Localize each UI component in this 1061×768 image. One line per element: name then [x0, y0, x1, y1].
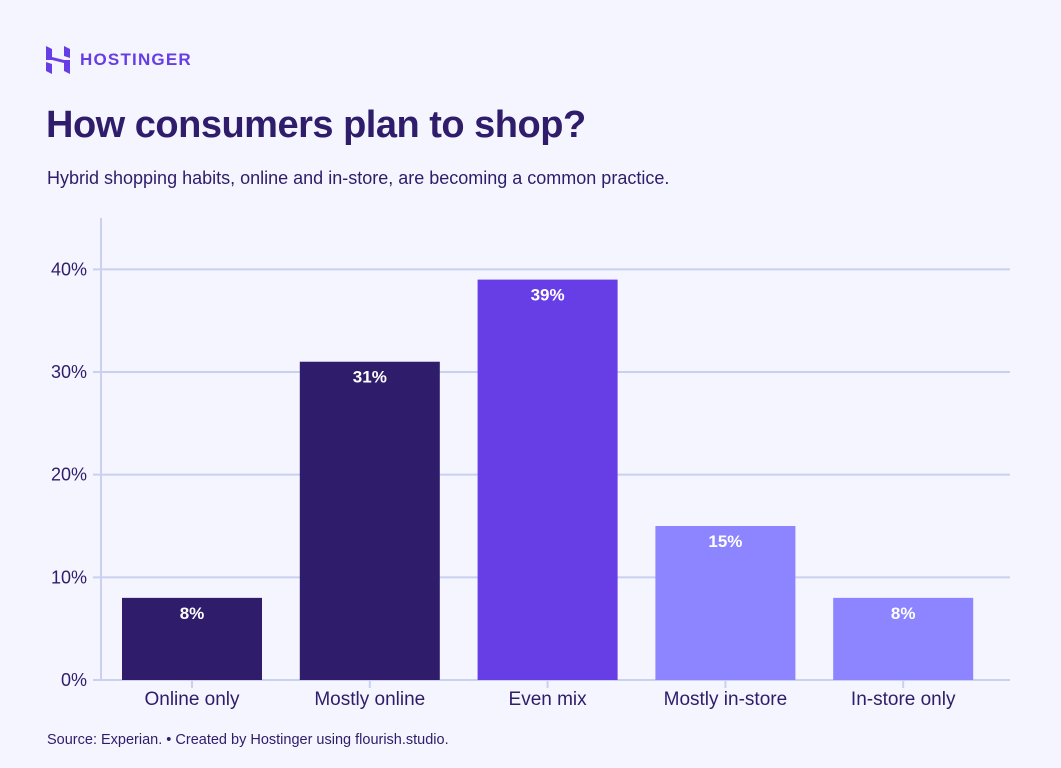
data-label: 31%: [353, 368, 387, 387]
x-tick-label: Online only: [144, 689, 240, 710]
y-tick-label: 30%: [51, 362, 87, 382]
data-label: 39%: [531, 286, 565, 305]
brand-name: HOSTINGER: [80, 50, 192, 69]
hostinger-logo: HOSTINGER: [46, 46, 192, 74]
data-label: 8%: [180, 604, 205, 623]
hostinger-h-logo-icon: [46, 46, 70, 74]
x-tick-label: In-store only: [851, 689, 956, 710]
bar: [655, 526, 796, 680]
y-tick-label: 20%: [51, 465, 87, 485]
bar: [122, 597, 262, 680]
chart-title: How consumers plan to shop?: [46, 104, 586, 146]
bar: [299, 361, 440, 680]
x-tick-label: Even mix: [509, 689, 588, 710]
chart-subtitle: Hybrid shopping habits, online and in-st…: [47, 168, 670, 188]
data-label: 15%: [708, 532, 742, 551]
x-tick-label: Mostly online: [314, 689, 425, 710]
y-tick-label: 10%: [51, 567, 87, 587]
bar: [833, 597, 974, 680]
y-tick-label: 0%: [61, 670, 87, 690]
bar: [477, 279, 618, 680]
source-note: Source: Experian. • Created by Hostinger…: [47, 732, 449, 748]
x-tick-label: Mostly in-store: [664, 689, 788, 710]
data-label: 8%: [891, 604, 916, 623]
y-tick-label: 40%: [51, 259, 87, 279]
